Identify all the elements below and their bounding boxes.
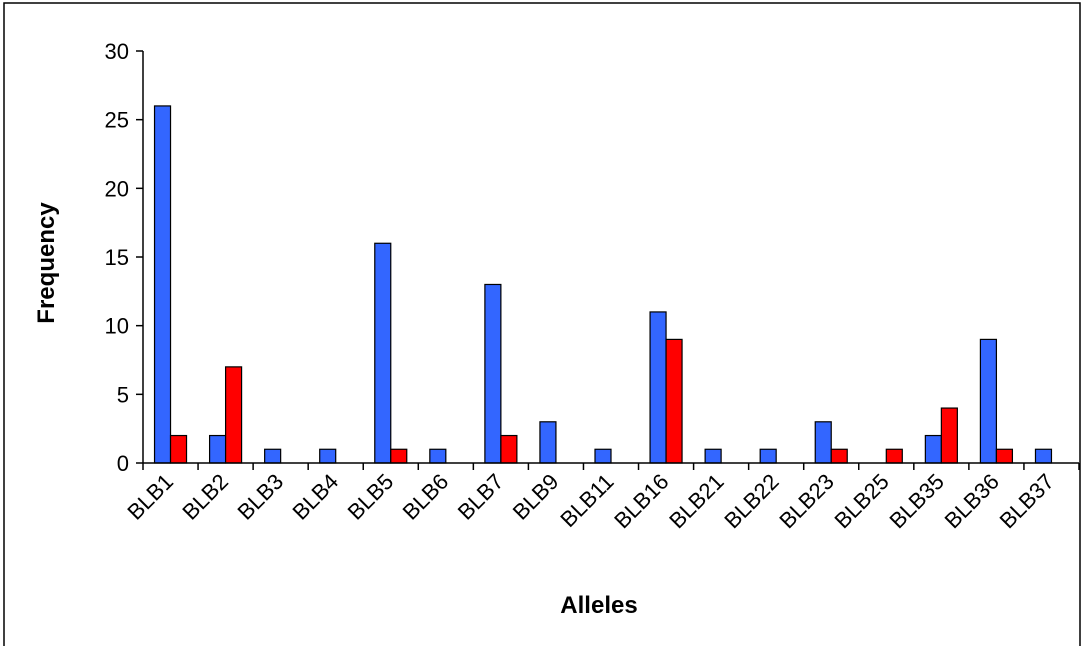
y-tick-label: 15 [105,245,129,270]
bar-blb35-series-2 [940,407,958,464]
bar-blb2-series-1 [208,434,227,464]
chart-border [3,2,1081,651]
bar-blb2-series-2 [224,366,243,464]
x-axis-title: Alleles [560,592,637,619]
bar-blb36-series-2 [995,448,1014,464]
bar-blb7-series-1 [484,283,502,464]
bar-blb7-series-2 [500,434,518,464]
bar-blb37-series-1 [1034,448,1053,464]
bars [153,105,1053,464]
bar-blb4-series-1 [319,448,337,464]
bar-blb23-series-2 [830,448,848,464]
bar-blb23-series-1 [814,421,832,464]
bar-blb36-series-1 [979,338,998,464]
y-axis-title: Frequency [33,202,60,324]
bar-blb9-series-1 [539,421,557,464]
bar-blb5-series-2 [390,448,408,464]
bar-blb5-series-1 [374,242,392,464]
bar-blb1-series-1 [153,105,172,464]
bar-blb35-series-1 [924,434,942,464]
y-tick-label: 20 [105,176,129,201]
bar-blb21-series-1 [704,448,722,464]
y-tick-label: 25 [105,108,129,133]
bar-blb6-series-1 [429,448,447,464]
y-axis-ticks: 0 5 10 15 20 25 30 [105,39,143,476]
bar-blb25-series-2 [885,448,903,464]
y-tick-label: 5 [117,382,129,407]
y-tick-label: 10 [105,314,129,339]
bar-blb22-series-1 [759,448,777,464]
bar-blb16-series-2 [665,338,683,464]
y-tick-label: 30 [105,39,129,64]
bar-blb11-series-1 [594,448,612,464]
bar-blb3-series-1 [264,448,282,464]
y-tick-label: 0 [117,451,129,476]
bar-blb1-series-2 [169,434,188,464]
bar-blb16-series-1 [649,311,667,464]
